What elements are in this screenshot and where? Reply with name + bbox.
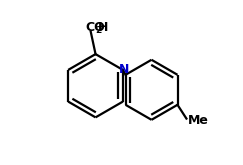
Text: Me: Me <box>188 114 208 127</box>
Text: H: H <box>98 21 109 34</box>
Text: N: N <box>118 63 129 76</box>
Text: CO: CO <box>86 21 105 34</box>
Text: 2: 2 <box>95 26 102 35</box>
